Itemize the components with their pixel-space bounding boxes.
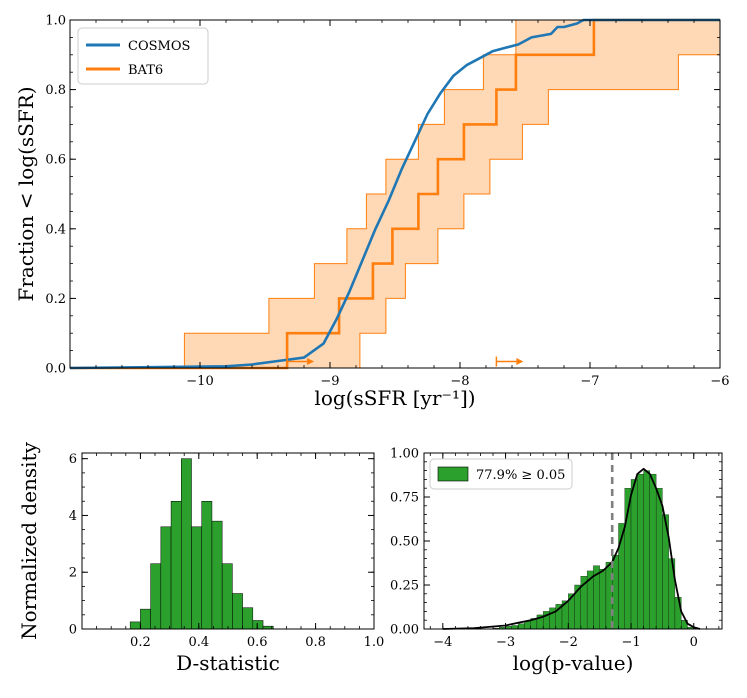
d-stat-bar [160,526,172,630]
p-value-bar [649,473,657,630]
kde-curve [442,467,701,630]
bottom-right-x-axis-label: log(p-value) [513,651,634,675]
top-x-tick-label: −6 [710,374,729,389]
d-stat-bar [181,458,192,630]
legend-cosmos-label: COSMOS [128,39,190,54]
bl-x-tick-label: 1.0 [364,635,385,650]
d-stat-bar [150,563,162,630]
d-stat-bar [170,501,182,630]
d-stat-bar [140,608,151,630]
bl-y-tick-label: 4 [69,509,77,524]
bottom-left-panel: 0.2 0.4 0.6 0.8 1.0 0 2 4 6 D-statistic Normaliz… [17,441,384,675]
p-value-kde [442,467,701,630]
legend-pvalue-swatch [437,466,469,482]
bottom-left-x-axis-label: D-statistic [176,651,280,675]
bl-y-tick-label: 0 [69,623,77,638]
bottom-left-y-axis-label: Normalized density [17,441,41,640]
bl-y-tick-label: 6 [69,452,77,467]
top-x-tick-label: −8 [450,374,469,389]
bl-x-tick-label: 0.8 [305,635,326,650]
p-value-bar [517,623,525,630]
top-x-axis-label: log(sSFR [yr⁻¹]) [314,386,475,410]
d-stat-bar [242,607,254,630]
d-stat-bar [211,520,223,630]
bat6-band-lower-edge [70,20,721,369]
bottom-right-panel: −4 −3 −2 −1 0 0.00 0.25 0.50 0.75 1.00 log(p-valu… [390,447,723,675]
br-y-tick-label: 0.00 [390,623,419,638]
top-legend: COSMOS BAT6 [77,27,209,85]
top-y-tick-label: 0.4 [45,222,66,237]
p-value-bar [655,488,663,630]
p-value-bar [524,620,531,630]
p-value-bar [674,597,682,630]
bottom-right-legend-box [429,458,573,490]
bottom-right-axis-ticks: −4 −3 −2 −1 0 0.00 0.25 0.50 0.75 1.00 [390,447,722,650]
bat6-confidence-band [70,19,721,369]
p-value-bar [643,470,651,630]
top-y-axis-label: Fraction < log(sSFR) [14,86,38,301]
br-y-tick-label: 0.25 [390,579,419,594]
bl-x-tick-label: 0.2 [130,635,151,650]
top-x-tick-label: −9 [320,374,339,389]
limit-markers [286,356,524,367]
br-x-tick-label: −4 [433,635,452,650]
legend-bat6-label: BAT6 [128,63,163,78]
bl-x-tick-label: 0.4 [188,635,209,650]
br-x-tick-label: −3 [496,635,515,650]
top-y-tick-label: 0.0 [45,362,66,377]
cdf-lines [69,18,720,370]
bl-x-tick-label: 0.6 [247,635,268,650]
br-x-tick-label: 0 [690,635,698,650]
p-value-bar [637,473,644,630]
bottom-left-axis-ticks: 0.2 0.4 0.6 0.8 1.0 0 2 4 6 [69,452,385,650]
br-x-tick-label: −2 [559,635,578,650]
bl-y-tick-label: 2 [69,566,77,581]
p-value-bar [605,561,613,630]
d-stat-bar [232,593,243,630]
d-stat-bar [191,526,202,630]
top-y-tick-label: 0.8 [45,83,66,98]
br-y-tick-label: 0.75 [390,491,419,506]
bat6-band-fill [70,20,720,368]
p-value-histogram [492,470,694,630]
top-y-tick-label: 1.0 [45,14,66,29]
limit-marker-arrowhead-1 [516,358,524,366]
d-stat-bar [201,501,213,630]
d-stat-bar [252,620,264,630]
legend-pvalue-label: 77.9% ≥ 0.05 [476,468,565,483]
d-stat-bar [129,621,141,630]
top-y-tick-label: 0.2 [45,292,66,307]
top-x-tick-label: −7 [580,374,599,389]
top-axis-ticks: −10 −9 −8 −7 −6 0.0 0.2 0.4 0.6 0.8 1.0 [45,14,729,390]
p-value-bar [511,625,519,630]
bottom-right-legend: 77.9% ≥ 0.05 [429,458,573,490]
d-statistic-histogram [129,458,274,630]
top-panel: −10 −9 −8 −7 −6 0.0 0.2 0.4 0.6 0.8 1.0 log(sSFR [… [14,14,730,411]
br-y-tick-label: 1.00 [390,447,419,462]
top-y-tick-label: 0.6 [45,153,66,168]
cosmos-cdf-line [69,18,720,370]
p-value-bar [599,569,607,630]
limit-marker-arrowhead-0 [307,358,315,366]
top-x-tick-label: −10 [186,374,213,389]
bat6-band-upper-edge [70,19,720,369]
p-value-bar [630,479,638,630]
d-stat-bar [221,563,233,630]
br-y-tick-label: 0.50 [390,535,419,550]
br-x-tick-label: −1 [621,635,640,650]
